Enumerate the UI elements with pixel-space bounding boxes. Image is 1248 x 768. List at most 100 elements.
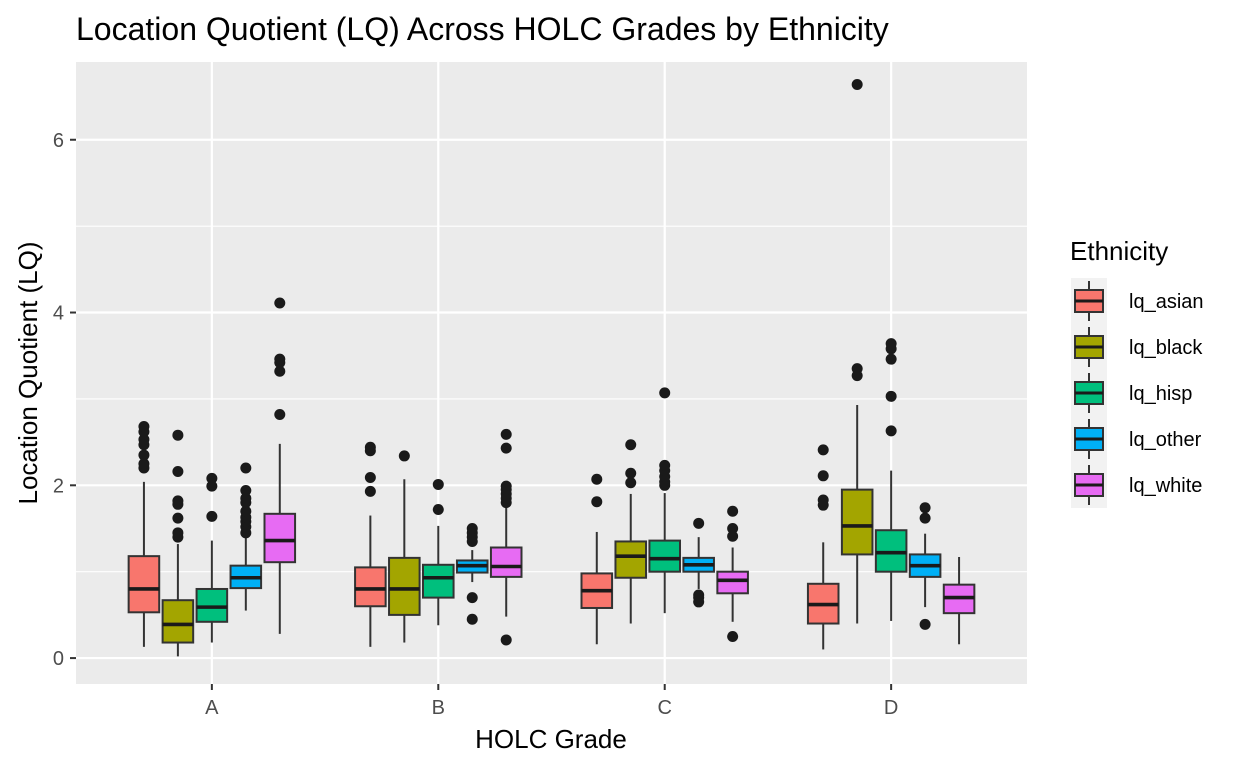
legend-item-lq_black: lq_black: [1071, 324, 1203, 370]
box-iqr: [614, 540, 648, 579]
axis-layer: 0 2 4 6 A B C D: [53, 130, 898, 719]
outlier-point: [274, 297, 286, 309]
legend-label: lq_asian: [1129, 291, 1204, 313]
box-lq_black-D: [840, 78, 874, 624]
outlier-point: [364, 441, 376, 453]
outlier-point: [138, 421, 150, 433]
outlier-point: [817, 444, 829, 456]
outlier-point: [500, 480, 512, 492]
outlier-point: [817, 470, 829, 482]
box-lq_white-B: [489, 428, 523, 646]
box-lq_white-C: [716, 505, 749, 642]
legend: Ethnicity lq_asian lq_black lq_hisp lq_othe…: [1070, 236, 1204, 508]
box-iqr: [263, 512, 297, 564]
box-lq_hisp-A: [195, 472, 229, 643]
outlier-point: [693, 517, 705, 529]
outlier-point: [274, 365, 286, 377]
box-lq_other-B: [455, 523, 489, 625]
box-iqr: [422, 563, 455, 599]
legend-label: lq_hisp: [1129, 383, 1192, 405]
box-lq_other-C: [682, 517, 715, 608]
outlier-point: [138, 434, 150, 446]
legend-label: lq_white: [1129, 475, 1202, 497]
y-axis-title: Location Quotient (LQ): [13, 241, 43, 504]
box-lq_hisp-B: [422, 478, 455, 626]
legend-label: lq_other: [1129, 429, 1202, 451]
box-lq_asian-C: [580, 473, 614, 645]
y-tick-label: 6: [53, 130, 64, 152]
outlier-point: [172, 495, 184, 507]
outlier-point: [172, 527, 184, 539]
outlier-point: [240, 505, 252, 517]
box-lq_hisp-D: [874, 338, 908, 621]
outlier-point: [432, 478, 444, 490]
box-iqr: [840, 488, 874, 556]
outlier-point: [919, 502, 931, 514]
box-lq_black-C: [614, 439, 648, 624]
outlier-point: [138, 449, 150, 461]
outlier-point: [659, 459, 671, 471]
outlier-point: [727, 505, 739, 517]
outlier-point: [727, 523, 739, 534]
outlier-point: [591, 473, 603, 485]
legend-item-lq_asian: lq_asian: [1071, 278, 1204, 324]
legend-label: lq_black: [1129, 337, 1203, 359]
box-lq_white-D: [942, 557, 976, 645]
x-tick-label: A: [205, 697, 219, 719]
box-lq_asian-A: [127, 421, 161, 647]
outlier-point: [851, 363, 863, 375]
outlier-point: [398, 450, 410, 462]
boxes-layer: [127, 78, 976, 657]
outlier-point: [817, 494, 829, 506]
outlier-point: [364, 472, 376, 484]
outlier-point: [206, 480, 218, 492]
outlier-point: [727, 630, 739, 642]
outlier-point: [625, 439, 637, 451]
x-tick-label: B: [432, 697, 445, 719]
outlier-point: [466, 523, 478, 534]
box-iqr: [127, 555, 161, 614]
outlier-point: [274, 408, 286, 420]
box-lq_other-A: [229, 462, 263, 611]
box-lq_black-B: [388, 450, 421, 643]
legend-item-lq_other: lq_other: [1071, 416, 1202, 462]
box-lq_other-D: [908, 502, 942, 630]
box-iqr: [648, 539, 681, 573]
outlier-point: [172, 465, 184, 477]
outlier-point: [625, 477, 637, 489]
legend-item-lq_hisp: lq_hisp: [1071, 370, 1192, 416]
y-tick-label: 4: [53, 303, 64, 325]
outlier-point: [659, 387, 671, 399]
outlier-point: [138, 458, 150, 470]
box-lq_asian-D: [806, 444, 840, 650]
legend-item-lq_white: lq_white: [1071, 462, 1202, 508]
legend-title: Ethnicity: [1070, 236, 1168, 266]
outlier-point: [364, 485, 376, 497]
outlier-point: [500, 634, 512, 646]
outlier-point: [727, 530, 739, 542]
outlier-point: [466, 592, 478, 604]
outlier-point: [625, 467, 637, 479]
x-axis-title: HOLC Grade: [475, 724, 627, 754]
box-lq_asian-B: [354, 441, 387, 647]
box-lq_hisp-C: [648, 387, 681, 614]
outlier-point: [206, 472, 218, 484]
outlier-point: [919, 618, 931, 630]
box-lq_black-A: [161, 429, 195, 657]
outlier-point: [240, 484, 252, 496]
outlier-point: [432, 503, 444, 515]
outlier-point: [919, 512, 931, 524]
outlier-point: [500, 442, 512, 454]
outlier-point: [591, 496, 603, 508]
outlier-point: [500, 428, 512, 440]
box-iqr: [388, 556, 421, 616]
outlier-point: [885, 390, 897, 402]
outlier-point: [274, 353, 286, 365]
box-iqr: [716, 570, 749, 595]
outlier-point: [885, 353, 897, 365]
y-tick-label: 0: [53, 648, 64, 670]
outlier-point: [885, 425, 897, 437]
outlier-point: [240, 462, 252, 474]
